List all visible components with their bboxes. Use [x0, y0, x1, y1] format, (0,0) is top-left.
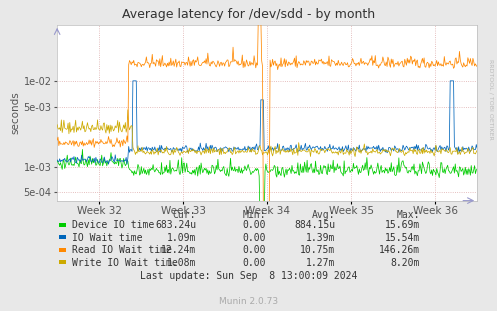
Text: Cur:: Cur: — [173, 210, 196, 220]
Text: 884.15u: 884.15u — [294, 220, 335, 230]
Text: 8.20m: 8.20m — [391, 258, 420, 268]
Text: 683.24u: 683.24u — [155, 220, 196, 230]
Text: IO Wait time: IO Wait time — [72, 233, 143, 243]
Text: Average latency for /dev/sdd - by month: Average latency for /dev/sdd - by month — [122, 8, 375, 21]
Text: 1.09m: 1.09m — [167, 233, 196, 243]
Text: 0.00: 0.00 — [243, 220, 266, 230]
Text: Write IO Wait time: Write IO Wait time — [72, 258, 178, 268]
Text: 1.08m: 1.08m — [167, 258, 196, 268]
Text: 0.00: 0.00 — [243, 245, 266, 255]
Text: Munin 2.0.73: Munin 2.0.73 — [219, 297, 278, 306]
Text: 146.26m: 146.26m — [379, 245, 420, 255]
Text: 10.75m: 10.75m — [300, 245, 335, 255]
Text: 0.00: 0.00 — [243, 233, 266, 243]
Text: 12.24m: 12.24m — [161, 245, 196, 255]
Text: Device IO time: Device IO time — [72, 220, 154, 230]
Text: Read IO Wait time: Read IO Wait time — [72, 245, 172, 255]
Text: Last update: Sun Sep  8 13:00:09 2024: Last update: Sun Sep 8 13:00:09 2024 — [140, 271, 357, 281]
Text: RRDTOOL / TOBI OETIKER: RRDTOOL / TOBI OETIKER — [488, 59, 493, 140]
Text: 1.39m: 1.39m — [306, 233, 335, 243]
Text: 15.69m: 15.69m — [385, 220, 420, 230]
Text: Avg:: Avg: — [312, 210, 335, 220]
Text: Min:: Min: — [243, 210, 266, 220]
Text: 15.54m: 15.54m — [385, 233, 420, 243]
Text: 1.27m: 1.27m — [306, 258, 335, 268]
Text: Max:: Max: — [397, 210, 420, 220]
Y-axis label: seconds: seconds — [11, 91, 21, 134]
Text: 0.00: 0.00 — [243, 258, 266, 268]
